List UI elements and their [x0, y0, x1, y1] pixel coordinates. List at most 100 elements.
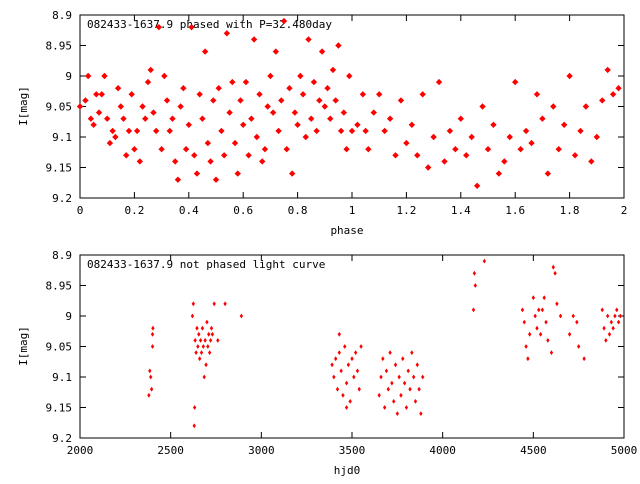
data-point — [288, 170, 296, 177]
data-point — [343, 344, 347, 349]
data-point — [332, 97, 339, 104]
data-point — [299, 91, 307, 98]
y-tick-label: 9.15 — [46, 162, 73, 175]
data-point — [354, 121, 361, 128]
data-point — [216, 338, 220, 343]
phased-light-curve-panel: 082433-1637.9 phased with P=32.480day ph… — [17, 9, 627, 237]
data-point — [150, 109, 157, 116]
data-point — [359, 91, 367, 98]
data-point — [571, 313, 575, 319]
data-point — [528, 331, 532, 337]
data-point — [404, 405, 409, 410]
data-point — [446, 127, 454, 135]
x-axis-label-top: phase — [330, 224, 363, 237]
data-point — [283, 146, 290, 153]
x-tick-label: 5000 — [611, 444, 638, 457]
data-point — [397, 97, 405, 104]
data-point — [318, 48, 326, 55]
data-point — [490, 121, 497, 128]
axis-ticks-bottom: 2000 2500 3000 3500 4000 4500 5000 8.9 8.95 9 9.05… — [46, 249, 638, 457]
data-point — [421, 374, 425, 380]
y-tick-label: 8.9 — [52, 9, 72, 22]
data-point — [93, 91, 100, 98]
data-point — [357, 386, 361, 392]
x-tick-label: 0.6 — [233, 204, 253, 217]
data-point — [329, 66, 337, 74]
data-point — [551, 264, 555, 270]
data-point — [615, 85, 622, 92]
data-point — [539, 115, 546, 122]
data-point — [207, 331, 211, 337]
data-point — [158, 146, 165, 153]
data-point — [136, 158, 144, 165]
data-point — [484, 146, 492, 153]
data-point — [275, 127, 282, 135]
data-point — [310, 78, 318, 86]
data-point — [177, 103, 184, 110]
y-tick-label: 9.1 — [52, 131, 72, 144]
data-point — [149, 374, 153, 380]
data-point — [208, 338, 213, 343]
data-point — [194, 350, 198, 355]
data-point — [542, 295, 546, 301]
x-tick-label: 1.8 — [560, 204, 580, 217]
data-point — [524, 344, 528, 349]
data-points-top — [76, 17, 622, 189]
data-point — [522, 127, 530, 135]
data-point — [150, 331, 155, 337]
y-tick-label: 9.2 — [52, 432, 72, 445]
data-point — [210, 331, 215, 337]
data-point — [174, 176, 182, 183]
data-point — [381, 356, 385, 362]
data-point — [430, 133, 437, 141]
x-tick-label: 4500 — [520, 444, 547, 457]
data-point — [533, 313, 537, 319]
data-point — [355, 368, 360, 374]
data-point — [346, 72, 353, 80]
data-point — [82, 97, 89, 104]
data-point — [341, 392, 345, 398]
data-point — [604, 66, 611, 74]
data-point — [84, 72, 92, 80]
data-point — [611, 325, 615, 331]
data-point — [571, 152, 579, 159]
data-point — [555, 301, 559, 307]
data-point — [512, 78, 519, 86]
data-point — [377, 392, 381, 398]
data-point — [104, 115, 111, 122]
y-tick-label: 9.05 — [46, 101, 73, 114]
data-point — [204, 139, 212, 147]
data-point — [212, 301, 216, 307]
data-point — [576, 344, 581, 349]
data-point — [218, 127, 225, 135]
data-point — [593, 133, 600, 141]
data-point — [607, 331, 612, 337]
x-tick-label: 0 — [77, 204, 84, 217]
data-point — [151, 325, 155, 331]
data-point — [169, 115, 176, 122]
data-point — [381, 127, 388, 135]
data-point — [348, 399, 352, 404]
data-point — [204, 362, 208, 368]
data-point — [390, 380, 394, 386]
data-point — [413, 399, 418, 404]
data-point — [544, 319, 548, 325]
data-point — [471, 307, 476, 313]
data-point — [472, 270, 477, 276]
data-point — [352, 374, 356, 380]
data-point — [90, 121, 97, 128]
data-point — [526, 356, 530, 362]
data-point — [117, 103, 124, 110]
data-point — [142, 115, 149, 122]
data-point — [550, 103, 557, 110]
data-point — [582, 356, 586, 362]
data-point — [538, 331, 543, 337]
data-point — [205, 319, 209, 325]
data-point — [376, 91, 383, 98]
data-point — [353, 350, 358, 355]
data-point — [324, 85, 331, 92]
data-point — [370, 109, 377, 116]
data-point — [540, 307, 545, 313]
data-point — [248, 115, 255, 122]
data-point — [172, 158, 179, 165]
